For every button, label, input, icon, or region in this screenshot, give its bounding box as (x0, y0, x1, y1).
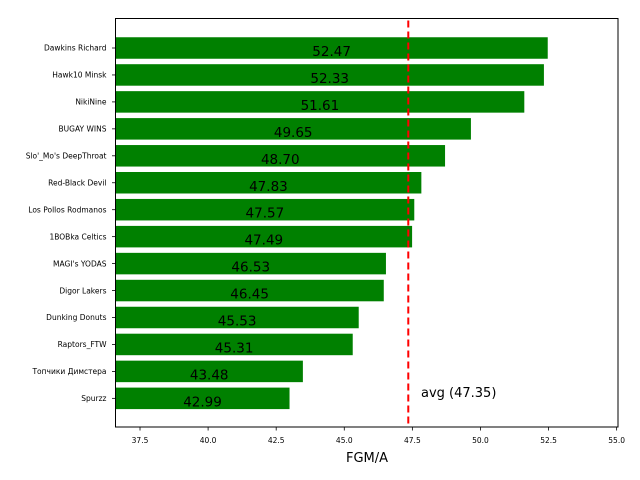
bar (115, 172, 422, 194)
bar (115, 91, 525, 113)
x-tick-label: 52.5 (540, 436, 557, 445)
bar-value-label: 46.53 (231, 260, 270, 276)
y-tick-label: BUGAY WINS (59, 125, 107, 134)
bar (115, 279, 384, 302)
x-tick-label: 42.5 (268, 436, 285, 445)
average-line-group: avg (47.35) (407, 20, 496, 427)
bar-value-label: 46.45 (230, 287, 269, 303)
y-tick-label: Raptors_FTW (58, 340, 107, 349)
bar (115, 333, 353, 356)
bar (115, 198, 415, 221)
bar-value-label: 45.53 (218, 314, 257, 330)
y-tick-label: Hawk10 Minsk (52, 71, 107, 80)
bar (115, 306, 359, 329)
x-tick-label: 40.0 (200, 436, 217, 445)
bar-value-label: 52.33 (310, 71, 349, 87)
x-tick-label: 37.5 (132, 436, 149, 445)
bar-value-label: 43.48 (190, 367, 229, 383)
y-tick-label: Топчики Димстера (31, 367, 106, 376)
x-tick-label: 47.5 (404, 436, 421, 445)
bar (115, 252, 386, 275)
bar (115, 387, 290, 410)
x-axis-label: FGM/A (346, 451, 388, 466)
bar (115, 118, 471, 140)
bar (115, 360, 303, 383)
y-tick-label: Red-Black Devil (48, 178, 106, 187)
bar-value-label: 42.99 (183, 394, 222, 410)
bars-group: 52.47 52.33 51.61 49.65 48.70 47.83 47.57 47.49… (115, 37, 548, 410)
x-tick-label: 55.0 (608, 436, 625, 445)
x-tick-label: 50.0 (472, 436, 489, 445)
y-tick-label: Dawkins Richard (44, 44, 107, 53)
x-tick-label: 45.0 (336, 436, 353, 445)
bar-value-label: 49.65 (274, 125, 313, 141)
bar-value-label: 52.47 (312, 44, 351, 60)
bar (115, 64, 544, 86)
bar (115, 37, 548, 59)
x-axis: 37.5 40.0 42.5 45.0 47.5 50.0 52.5 55.0 (132, 427, 625, 445)
y-tick-label: Spurzz (81, 394, 106, 403)
bar-value-label: 47.57 (246, 206, 285, 222)
average-line-label: avg (47.35) (421, 386, 496, 401)
y-tick-label: Digor Lakers (59, 286, 106, 295)
bar (115, 225, 413, 248)
y-tick-label: Dunking Donuts (46, 313, 106, 322)
bar-value-label: 47.83 (249, 179, 288, 195)
bar (115, 145, 446, 167)
bar-value-label: 47.49 (244, 233, 283, 249)
y-axis: Dawkins Richard Hawk10 Minsk NikiNine BUGAY… (26, 44, 116, 403)
bar-value-label: 45.31 (215, 340, 254, 356)
y-tick-label: 1BOBka Celtics (49, 232, 106, 241)
bar-value-label: 48.70 (261, 152, 300, 168)
y-tick-label: Slo'_Mo's DeepThroat (26, 152, 107, 161)
y-tick-label: NikiNine (75, 98, 107, 107)
y-tick-label: MAGI's YODAS (53, 259, 107, 268)
y-tick-label: Los Pollos Rodmanos (28, 205, 106, 214)
axes-frame (115, 18, 619, 428)
bar-value-label: 51.61 (301, 98, 340, 114)
